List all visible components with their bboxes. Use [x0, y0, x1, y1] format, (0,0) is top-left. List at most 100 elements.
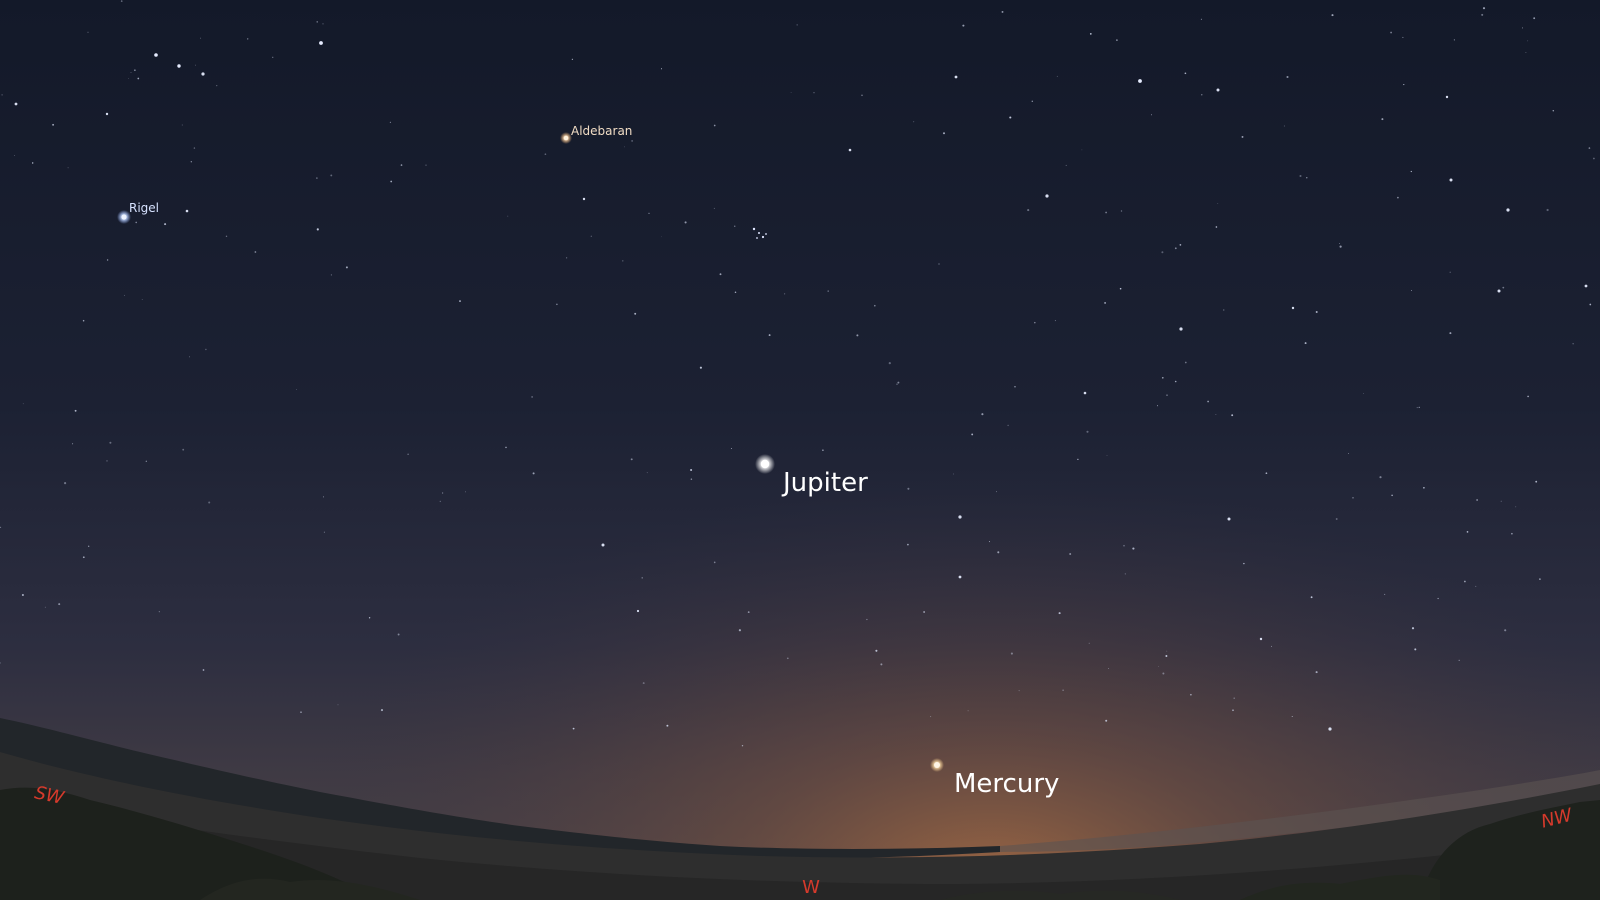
background-star	[1535, 480, 1538, 483]
background-star	[106, 259, 109, 261]
background-star	[734, 225, 736, 227]
background-star	[254, 251, 257, 253]
horizon-haze	[1000, 770, 1600, 852]
background-star	[322, 23, 324, 25]
background-star	[1384, 593, 1386, 595]
background-star	[0, 662, 1, 664]
background-star	[22, 403, 24, 405]
background-star	[1120, 210, 1123, 212]
jupiter-core	[760, 459, 770, 469]
background-star	[195, 64, 196, 66]
bush-right-mid	[1240, 874, 1440, 900]
background-star	[1379, 476, 1382, 479]
bush-left	[0, 787, 380, 900]
background-star	[505, 446, 507, 449]
background-star	[1216, 88, 1220, 92]
planet-mercury[interactable]: Mercury	[930, 758, 1059, 799]
background-star	[345, 266, 348, 269]
background-star	[1352, 497, 1354, 499]
background-star	[1304, 342, 1307, 345]
background-star	[316, 228, 319, 231]
background-star	[958, 515, 962, 519]
background-star	[1445, 95, 1449, 99]
background-star	[646, 472, 648, 474]
background-star	[337, 704, 339, 706]
background-star	[330, 174, 333, 177]
star-rigel[interactable]: Rigel	[117, 201, 159, 224]
background-star	[967, 710, 969, 712]
background-star	[1500, 500, 1502, 502]
background-star	[1081, 149, 1083, 151]
background-star	[1572, 343, 1574, 345]
jupiter-label: Jupiter	[781, 468, 868, 498]
background-star	[1539, 578, 1541, 580]
background-star	[1166, 650, 1168, 652]
background-star	[1119, 287, 1122, 290]
background-star	[719, 273, 722, 276]
background-star	[997, 551, 1000, 554]
background-star	[1108, 668, 1110, 669]
background-star	[1, 94, 3, 96]
background-star	[953, 473, 954, 475]
grass-center	[940, 890, 1180, 900]
background-star	[634, 312, 637, 315]
background-star	[1162, 672, 1165, 675]
background-star	[1589, 303, 1592, 306]
background-star	[106, 460, 108, 462]
background-star	[58, 603, 61, 606]
background-star	[1402, 36, 1404, 38]
background-star	[866, 618, 868, 621]
background-star	[1027, 209, 1030, 212]
background-star	[1593, 157, 1595, 160]
background-star	[923, 611, 925, 613]
background-star	[164, 223, 167, 226]
background-star	[1482, 7, 1486, 10]
planet-jupiter[interactable]: Jupiter	[755, 454, 868, 498]
background-star	[82, 319, 85, 322]
background-star	[390, 180, 393, 183]
background-star	[1215, 226, 1218, 228]
background-star	[996, 491, 997, 493]
background-star	[813, 92, 815, 94]
background-star	[1138, 79, 1142, 83]
background-star	[1286, 75, 1289, 79]
star-aldebaran[interactable]: Aldebaran	[560, 124, 632, 144]
background-star	[137, 77, 140, 80]
background-star	[622, 260, 624, 262]
background-star	[660, 68, 663, 70]
background-star	[1475, 585, 1477, 587]
background-star	[1215, 414, 1217, 415]
background-star	[145, 460, 147, 462]
background-star	[1124, 573, 1126, 575]
background-star	[1086, 430, 1089, 433]
background-star	[1458, 659, 1460, 662]
background-star	[1291, 306, 1295, 310]
background-star	[181, 124, 183, 126]
background-star	[323, 531, 325, 533]
background-star	[571, 58, 574, 60]
background-star	[182, 448, 185, 451]
background-star	[1506, 208, 1510, 212]
background-star	[130, 72, 132, 73]
background-star	[1241, 135, 1244, 138]
rigel-core	[121, 214, 127, 220]
background-star	[888, 362, 891, 365]
background-star	[1390, 31, 1393, 34]
background-star	[624, 146, 625, 148]
background-star	[1014, 386, 1016, 388]
background-star	[1105, 719, 1108, 722]
background-star	[1515, 506, 1517, 508]
background-star	[1291, 716, 1293, 717]
background-star	[1502, 286, 1505, 289]
background-star	[1306, 177, 1308, 179]
background-star	[507, 215, 509, 217]
background-star	[1034, 321, 1036, 324]
background-star	[1200, 18, 1202, 20]
background-star	[856, 334, 859, 337]
tree-line	[0, 718, 1000, 859]
background-star	[1466, 531, 1469, 533]
background-star	[1410, 170, 1412, 173]
background-star	[1132, 547, 1135, 550]
